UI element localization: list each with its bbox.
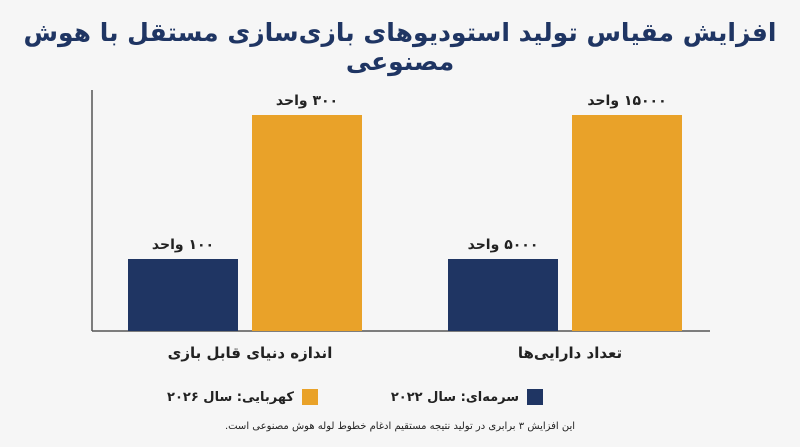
data-label-2022-cat-1: ۱۰۰ واحد xyxy=(152,237,214,253)
legend-label-2022: سرمه‌ای: سال ۲۰۲۲ xyxy=(390,389,519,405)
bar-2022-cat-0 xyxy=(448,259,558,331)
legend-swatch-2026 xyxy=(302,389,318,405)
category-label-0: تعداد دارایی‌ها xyxy=(518,344,622,362)
bar-2022-cat-1 xyxy=(128,259,238,331)
data-label-2022-cat-0: ۵۰۰۰ واحد xyxy=(468,237,539,253)
legend-swatch-2022 xyxy=(527,389,543,405)
data-label-2026-cat-0: ۱۵۰۰۰ واحد xyxy=(587,93,666,109)
legend-label-2026: کهربایی: سال ۲۰۲۶ xyxy=(167,389,294,405)
bar-2026-cat-1 xyxy=(252,115,362,331)
data-label-2026-cat-1: ۳۰۰ واحد xyxy=(276,93,338,109)
chart-title: افزایش مقیاس تولید استودیوهای بازی‌سازی … xyxy=(23,18,777,76)
legend-item-2022: سرمه‌ای: سال ۲۰۲۲ xyxy=(391,387,543,407)
category-label-1: اندازه دنیای قابل بازی xyxy=(168,344,333,362)
bar-2026-cat-0 xyxy=(572,115,682,331)
footnote: این افزایش ۳ برابری در تولید نتیجه مستقی… xyxy=(224,421,576,432)
legend-item-2026: کهربایی: سال ۲۰۲۶ xyxy=(167,387,318,407)
